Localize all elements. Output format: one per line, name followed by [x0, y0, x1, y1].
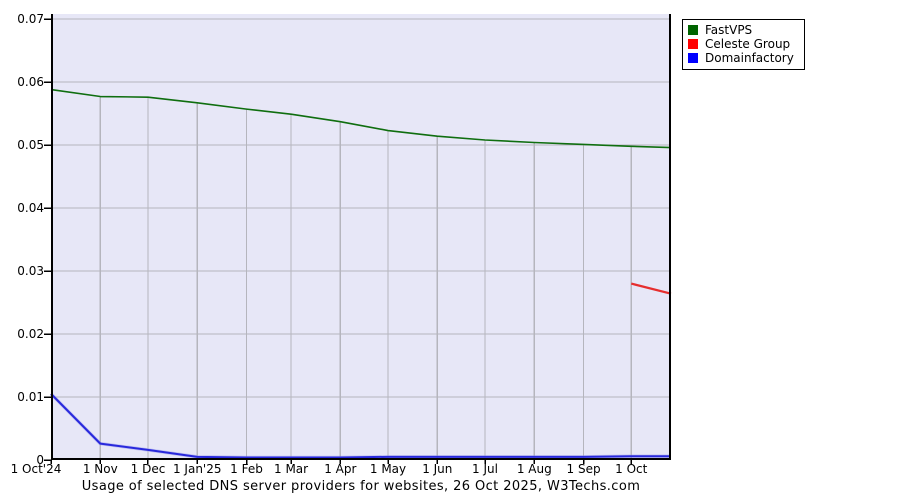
legend-label: FastVPS — [705, 23, 753, 37]
legend-box: FastVPS Celeste Group Domainfactory — [682, 19, 805, 70]
x-tick-label: 1 Apr — [324, 462, 357, 476]
y-tick-label: 0.05 — [17, 138, 44, 153]
legend-item-domainfactory: Domainfactory — [688, 51, 794, 65]
chart-title: Usage of selected DNS server providers f… — [81, 479, 641, 494]
legend-item-celeste-group: Celeste Group — [688, 37, 794, 51]
y-tick-label: 0.02 — [17, 327, 44, 341]
x-tick-label: 1 Oct'24 — [10, 462, 62, 476]
y-tick-label: 0 — [36, 453, 44, 467]
y-tick-label: 0.07 — [17, 12, 44, 27]
x-tick-label: 1 Feb — [230, 462, 263, 476]
x-tick-label: 1 Jun — [422, 462, 453, 476]
plot-area — [44, 14, 672, 464]
x-tick-label: 1 Jan'25 — [172, 462, 222, 476]
legend-swatch-fastvps — [688, 25, 698, 35]
series-line-celeste-group — [630, 282, 672, 295]
y-tick-label: 0.06 — [17, 75, 44, 90]
x-tick-label: 1 Aug — [516, 462, 552, 476]
x-tick-label: 1 May — [369, 462, 407, 476]
x-tick-label: 1 Oct — [615, 462, 648, 476]
legend-item-fastvps: FastVPS — [688, 23, 794, 37]
legend-swatch-domainfactory — [688, 53, 698, 63]
y-tick-label: 0.03 — [17, 264, 44, 279]
y-tick-label: 0.04 — [17, 201, 44, 216]
legend-label: Domainfactory — [705, 51, 794, 65]
x-tick-label: 1 Jul — [472, 462, 498, 476]
series-line-domainfactory — [50, 393, 671, 459]
x-tick-label: 1 Dec — [130, 462, 166, 476]
x-tick-label: 1 Mar — [274, 462, 309, 476]
y-tick-label: 0.01 — [17, 390, 44, 404]
legend-label: Celeste Group — [705, 37, 791, 51]
series-line-fastvps — [50, 88, 672, 149]
series-halo-domainfactory — [49, 392, 671, 460]
plot-svg — [44, 14, 672, 464]
x-tick-label: 1 Nov — [82, 462, 118, 476]
legend-swatch-celeste-group — [688, 39, 698, 49]
x-tick-label: 1 Sep — [566, 462, 601, 476]
